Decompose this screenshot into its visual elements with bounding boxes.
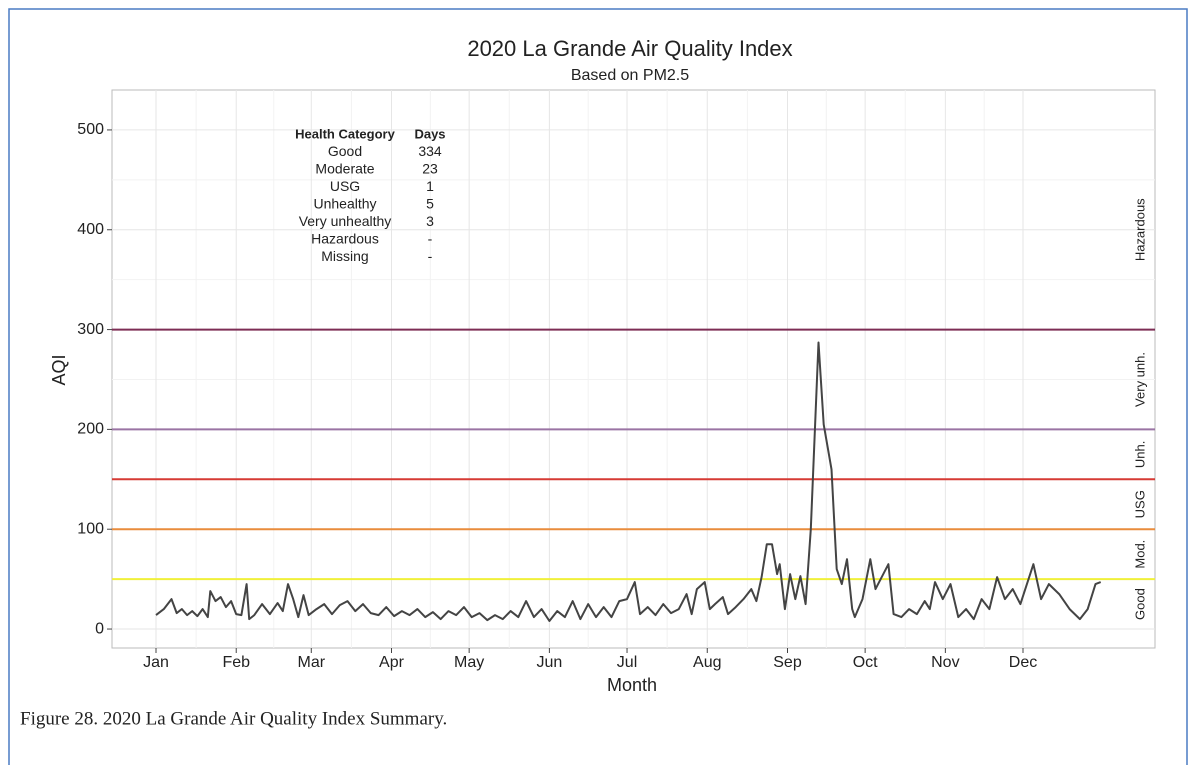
table-cell: Missing [321, 248, 368, 264]
table-cell: Unhealthy [313, 196, 376, 212]
table-cell: 5 [426, 196, 434, 212]
table-header: Health Category [295, 126, 395, 141]
table-cell: 1 [426, 178, 434, 194]
x-tick-label: Dec [1009, 654, 1037, 671]
band-label: Good [1132, 588, 1147, 620]
band-label: Very unh. [1132, 352, 1147, 407]
table-header: Days [414, 126, 445, 141]
band-label: Mod. [1132, 540, 1147, 569]
table-cell: 23 [422, 161, 438, 177]
plot-area [111, 89, 1156, 649]
y-tick-label: 400 [77, 221, 104, 238]
x-tick-label: May [454, 654, 484, 671]
x-axis-label: Month [607, 675, 657, 695]
x-tick-label: Nov [931, 654, 959, 671]
table-cell: USG [330, 178, 360, 194]
x-tick-label: Mar [298, 654, 326, 671]
frame [8, 8, 1188, 765]
x-tick-label: Jul [617, 654, 637, 671]
x-tick-label: Oct [853, 654, 878, 671]
table-cell: - [428, 231, 433, 247]
y-tick-label: 100 [77, 520, 104, 537]
y-tick-label: 200 [77, 421, 104, 438]
y-tick-label: 500 [77, 121, 104, 138]
y-tick-label: 300 [77, 321, 104, 338]
chart-subtitle: Based on PM2.5 [571, 67, 689, 84]
y-axis-label: AQI [49, 354, 69, 385]
y-tick-label: 0 [95, 620, 104, 637]
table-cell: Hazardous [311, 231, 379, 247]
x-tick-label: Aug [693, 654, 721, 671]
table-cell: Good [328, 143, 362, 159]
data-line [155, 341, 1102, 622]
x-tick-label: Jun [536, 654, 562, 671]
band-label: USG [1132, 490, 1147, 518]
table-cell: 334 [418, 143, 442, 159]
x-tick-label: Feb [222, 654, 250, 671]
table-cell: Moderate [315, 161, 374, 177]
chart-title: 2020 La Grande Air Quality Index [467, 36, 792, 61]
x-tick-label: Apr [379, 654, 405, 671]
x-tick-label: Jan [143, 654, 169, 671]
band-label: Hazardous [1132, 198, 1147, 261]
x-tick-label: Sep [773, 654, 802, 671]
table-cell: 3 [426, 213, 434, 229]
table-cell: - [428, 248, 433, 264]
band-label: Unh. [1132, 441, 1147, 468]
figure-caption: Figure 28. 2020 La Grande Air Quality In… [20, 708, 447, 729]
table-cell: Very unhealthy [299, 213, 392, 229]
